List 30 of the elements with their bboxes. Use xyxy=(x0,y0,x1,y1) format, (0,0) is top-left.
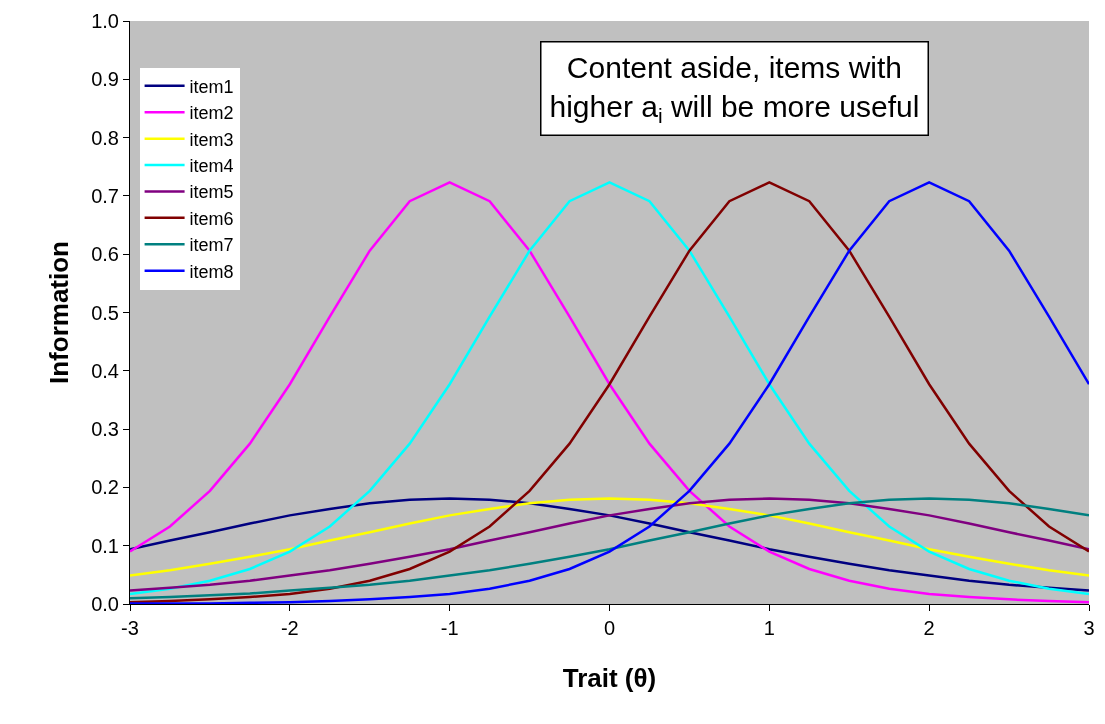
y-tick-label: 0.0 xyxy=(91,593,119,615)
x-tick-label: -1 xyxy=(440,617,459,639)
y-tick-label: 0.3 xyxy=(91,418,119,441)
y-tick-label: 0.4 xyxy=(91,359,119,382)
legend-label: item8 xyxy=(189,261,234,282)
x-tick-label: 2 xyxy=(923,617,935,639)
x-tick-label: 0 xyxy=(603,617,616,639)
x-tick-label: -2 xyxy=(280,617,299,639)
y-tick-label: 0.2 xyxy=(91,476,119,499)
x-tick-label: 3 xyxy=(1083,617,1095,639)
y-tick-label: 0.1 xyxy=(91,534,119,557)
y-tick-label: 0.8 xyxy=(91,126,119,149)
y-tick-label: 0.9 xyxy=(91,68,119,91)
y-tick-label: 0.5 xyxy=(91,301,119,324)
legend-label: item1 xyxy=(189,76,234,97)
y-tick-label: 0.6 xyxy=(91,243,119,266)
y-tick-label: 0.7 xyxy=(91,184,119,207)
legend-label: item6 xyxy=(189,208,234,229)
legend-label: item7 xyxy=(189,235,234,256)
x-tick-label: -3 xyxy=(121,617,139,639)
annotation: Content aside, items with higher a$_{i}$ will be more useful xyxy=(549,50,920,127)
legend-label: item2 xyxy=(189,103,234,124)
legend-label: item3 xyxy=(189,129,234,150)
y-tick-label: 1.0 xyxy=(91,10,119,32)
line-series xyxy=(130,497,1089,577)
x-tick-label: 1 xyxy=(763,617,775,639)
legend-label: item5 xyxy=(189,182,234,203)
x-axis-title: Trait (θ) xyxy=(562,662,657,693)
y-axis-title: Information xyxy=(43,241,74,384)
legend-label: item4 xyxy=(189,156,234,177)
